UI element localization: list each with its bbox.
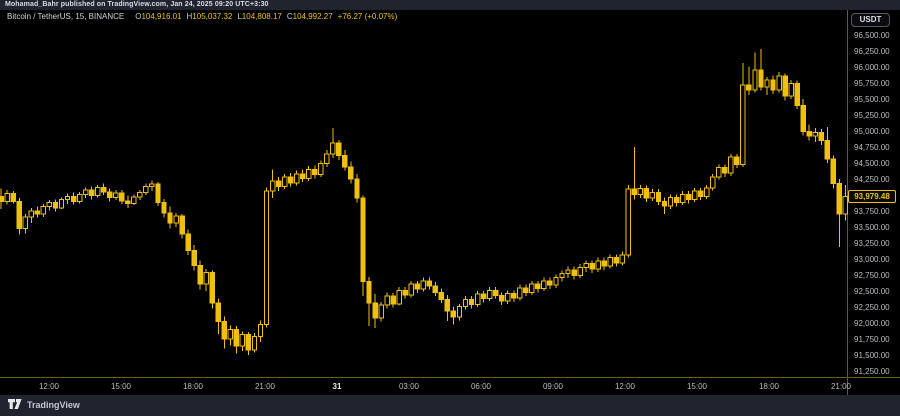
time-tick-label: 21:00 xyxy=(830,382,852,391)
price-tick-label: 91,750.00 xyxy=(854,334,890,344)
symbol-title: Bitcoin / TetherUS, 15, BINANCE xyxy=(7,12,125,21)
price-tick-label: 92,500.00 xyxy=(854,286,890,296)
price-tick-label: 96,000.00 xyxy=(854,62,890,72)
time-tick-label: 18:00 xyxy=(182,382,204,391)
currency-toggle-button[interactable]: USDT xyxy=(851,13,890,27)
price-tick-label: 92,750.00 xyxy=(854,270,890,280)
price-tick-label: 96,500.00 xyxy=(854,30,890,40)
ohlc-low-value: 104,808.17 xyxy=(241,12,282,21)
time-tick-label: 12:00 xyxy=(38,382,60,391)
price-tick-label: 95,000.00 xyxy=(854,126,890,136)
price-tick-label: 92,000.00 xyxy=(854,318,890,328)
change-value: +76.27 (+0.07%) xyxy=(337,12,398,21)
publish-bar: Mohamad_Bahr published on TradingView.co… xyxy=(0,0,900,10)
price-tick-label: 95,500.00 xyxy=(854,94,890,104)
time-tick-label: 31 xyxy=(332,382,342,391)
price-tick-label: 94,500.00 xyxy=(854,158,890,168)
time-tick-label: 21:00 xyxy=(254,382,276,391)
ohlc-low-key: L xyxy=(237,12,242,21)
ohlc-high-value: 105,037.32 xyxy=(192,12,233,21)
price-tick-label: 93,750.00 xyxy=(854,206,890,216)
tradingview-link[interactable]: TradingView xyxy=(8,399,80,410)
chart-area[interactable]: Bitcoin / TetherUS, 15, BINANCE O104,916.… xyxy=(0,0,900,395)
time-tick-label: 15:00 xyxy=(110,382,132,391)
last-price-label: 93,979.48 xyxy=(848,189,896,203)
time-tick-label: 18:00 xyxy=(758,382,780,391)
time-tick-label: 03:00 xyxy=(398,382,420,391)
time-axis[interactable]: 12:00 15:00 18:00 21:00 31 03:00 06:00 09:00 12:… xyxy=(0,377,900,395)
price-tick-label: 92,250.00 xyxy=(854,302,890,312)
price-tick-label: 95,250.00 xyxy=(854,110,890,120)
footer-bar: TradingView xyxy=(0,395,900,416)
time-tick-label: 09:00 xyxy=(542,382,564,391)
time-tick-label: 15:00 xyxy=(686,382,708,391)
symbol-legend: Bitcoin / TetherUS, 15, BINANCE O104,916.… xyxy=(7,12,397,21)
ohlc-close-value: 104,992.27 xyxy=(292,12,333,21)
price-tick-label: 96,250.00 xyxy=(854,46,890,56)
time-tick-label: 06:00 xyxy=(470,382,492,391)
ohlc-close-key: C xyxy=(286,12,293,21)
tradingview-logo-icon xyxy=(8,399,22,409)
price-tick-label: 93,500.00 xyxy=(854,222,890,232)
price-tick-label: 95,750.00 xyxy=(854,78,890,88)
price-tick-label: 91,250.00 xyxy=(854,366,890,376)
ohlc-open-key: O xyxy=(135,12,142,21)
price-tick-label: 94,250.00 xyxy=(854,174,890,184)
ohlc-open-value: 104,916.01 xyxy=(141,12,182,21)
tradingview-brand-text[interactable]: TradingView xyxy=(27,399,80,410)
publish-text: Mohamad_Bahr published on TradingView.co… xyxy=(5,1,269,8)
price-tick-label: 93,250.00 xyxy=(854,238,890,248)
price-tick-label: 91,500.00 xyxy=(854,350,890,360)
price-tick-label: 93,000.00 xyxy=(854,254,890,264)
ohlc-high-key: H xyxy=(186,12,193,21)
time-tick-label: 12:00 xyxy=(614,382,636,391)
price-tick-label: 94,750.00 xyxy=(854,142,890,152)
